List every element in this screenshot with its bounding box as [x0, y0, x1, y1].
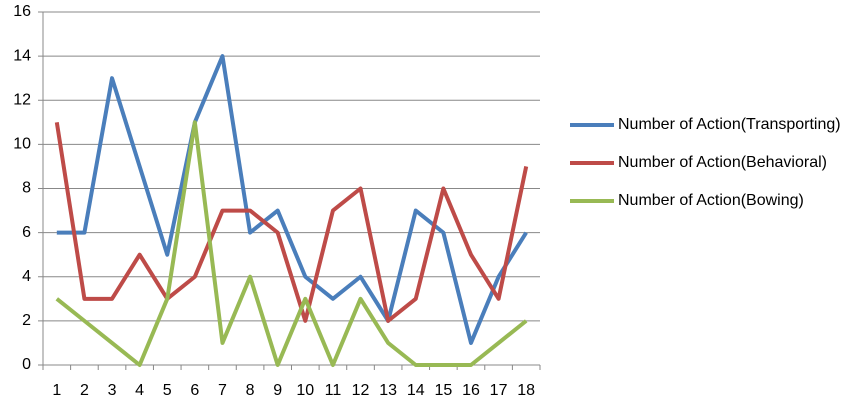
legend: Number of Action(Transporting) Number of … [570, 112, 850, 226]
x-tick-label: 11 [325, 382, 342, 399]
x-tick-label: 17 [490, 382, 508, 399]
x-tick-label: 7 [218, 382, 227, 399]
legend-label: Number of Action(Bowing) [618, 192, 804, 209]
series-line [54, 122, 529, 323]
x-tick-label: 15 [434, 382, 452, 399]
legend-swatch [570, 161, 614, 165]
legend-label: Number of Action(Behavioral) [618, 154, 827, 171]
y-tick-label: 2 [22, 312, 31, 329]
x-tick-label: 12 [352, 382, 370, 399]
x-tick-label: 8 [246, 382, 255, 399]
y-tick-label: 10 [13, 136, 31, 153]
y-tick-label: 14 [13, 47, 31, 64]
series-line [55, 120, 528, 367]
y-tick-label: 16 [13, 3, 31, 20]
x-tick-label: 1 [52, 382, 61, 399]
series-line [56, 54, 528, 345]
y-tick-label: 0 [22, 356, 31, 373]
legend-label: Number of Action(Transporting) [618, 116, 841, 133]
x-tick-label: 18 [517, 382, 535, 399]
x-tick-label: 10 [296, 382, 314, 399]
x-tick-label: 5 [163, 382, 172, 399]
legend-swatch [570, 123, 614, 127]
x-tick-label: 6 [190, 382, 199, 399]
legend-swatch [570, 199, 614, 203]
y-tick-label: 8 [22, 180, 31, 197]
legend-item: Number of Action(Bowing) [570, 188, 850, 213]
legend-item: Number of Action(Transporting) [570, 112, 850, 137]
x-tick-label: 9 [273, 382, 282, 399]
y-tick-label: 12 [13, 91, 31, 108]
x-tick-label: 2 [80, 382, 89, 399]
x-tick-label: 4 [135, 382, 144, 399]
x-tick-label: 14 [407, 382, 425, 399]
y-tick-label: 4 [22, 268, 31, 285]
x-tick-label: 3 [108, 382, 117, 399]
x-tick-label: 16 [462, 382, 480, 399]
x-tick-label: 13 [379, 382, 397, 399]
y-tick-label: 6 [22, 224, 31, 241]
legend-item: Number of Action(Behavioral) [570, 150, 850, 175]
